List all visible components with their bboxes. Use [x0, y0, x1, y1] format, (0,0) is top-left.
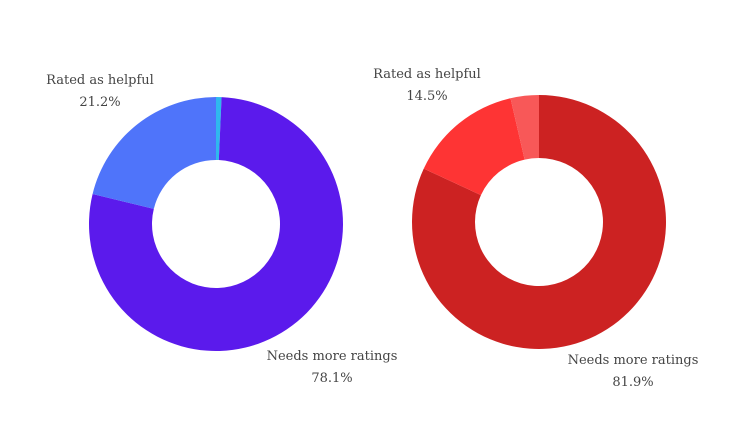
label-group-left-needs: Needs more ratings 78.1%	[267, 349, 398, 386]
slice-value: 78.1%	[311, 371, 352, 386]
label-group-right-needs: Needs more ratings 81.9%	[568, 353, 699, 390]
pie-slice-0-2	[92, 97, 216, 209]
slice-value: 81.9%	[612, 375, 653, 390]
donut-chart-right	[412, 94, 667, 350]
donut-chart-left	[89, 97, 343, 351]
pie-slice-1-2	[510, 95, 539, 160]
slice-value: 14.5%	[406, 89, 447, 104]
label-group-left-helpful: Rated as helpful 21.2%	[46, 73, 154, 110]
slice-label: Needs more ratings	[267, 349, 398, 364]
label-group-right-helpful: Rated as helpful 14.5%	[373, 67, 481, 104]
pie-slice-1-0	[412, 94, 667, 350]
slice-label: Needs more ratings	[568, 353, 699, 368]
slice-label: Rated as helpful	[46, 73, 154, 88]
pie-slice-0-0	[216, 97, 222, 161]
pie-slice-0-1	[89, 97, 343, 351]
slice-value: 21.2%	[79, 95, 120, 110]
slice-label: Rated as helpful	[373, 67, 481, 82]
pie-slice-1-1	[423, 98, 525, 196]
